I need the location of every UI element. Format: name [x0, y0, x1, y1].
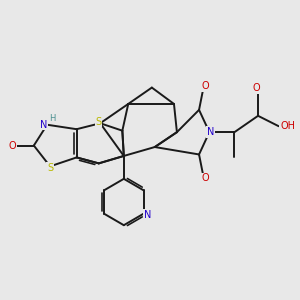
Text: N: N	[40, 120, 47, 130]
Text: H: H	[49, 114, 56, 123]
Text: O: O	[201, 173, 209, 183]
Text: N: N	[207, 127, 214, 137]
Text: S: S	[96, 117, 102, 127]
Text: N: N	[144, 210, 151, 220]
Text: O: O	[8, 140, 16, 151]
Text: OH: OH	[280, 121, 295, 131]
Text: O: O	[253, 83, 260, 94]
Text: S: S	[47, 163, 53, 173]
Text: O: O	[201, 81, 209, 91]
